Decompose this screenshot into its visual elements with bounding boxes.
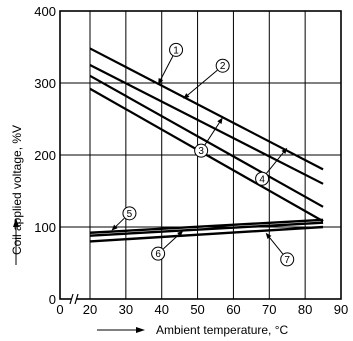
y-tick-label: 300	[34, 76, 56, 91]
series-line-2	[89, 64, 324, 185]
x-axis-label: Ambient temperature, °C	[156, 323, 289, 337]
y-tick-label: 400	[34, 4, 56, 19]
x-tick-label: 90	[334, 302, 348, 317]
y-tick-label: 200	[34, 148, 56, 163]
x-tick-label: 40	[154, 302, 168, 317]
series-marker-6: 6	[151, 230, 184, 261]
y-tick-labels: 0 100 200 300 400	[34, 4, 56, 307]
series-markers: 1 2 3 4 5 6 7	[111, 42, 295, 267]
x-tick-label: 80	[298, 302, 312, 317]
x-axis-break	[69, 293, 79, 305]
axis-break-mark	[74, 293, 79, 305]
axis-break-mark	[69, 293, 74, 305]
x-axis-arrow-head	[136, 327, 145, 333]
x-tick-label: 50	[190, 302, 204, 317]
series-marker-5: 5	[111, 206, 137, 231]
marker-number: 2	[220, 61, 226, 72]
marker-number: 6	[155, 249, 161, 260]
marker-arrow-shaft	[115, 217, 125, 227]
marker-arrow-head	[111, 224, 118, 231]
marker-arrow-shaft	[187, 69, 218, 96]
series-marker-7: 7	[265, 232, 295, 267]
marker-circle	[215, 58, 230, 73]
y-axis-arrow-head	[13, 218, 19, 227]
marker-number: 4	[259, 174, 265, 185]
series-line-1	[89, 47, 324, 171]
marker-circle	[280, 252, 295, 267]
y-tick-label: 0	[49, 292, 56, 307]
series-lines	[89, 47, 324, 243]
marker-number: 3	[198, 146, 204, 157]
marker-arrow-shaft	[269, 237, 284, 255]
marker-circle	[151, 246, 166, 261]
marker-arrow-shaft	[162, 234, 180, 250]
plot-frame	[59, 10, 342, 300]
series-marker-2: 2	[183, 58, 230, 99]
series-marker-4: 4	[255, 147, 288, 186]
axis-break-gap	[71, 294, 76, 304]
marker-number: 7	[284, 255, 290, 266]
x-tick-label: 30	[119, 302, 133, 317]
x-tick-label: 70	[262, 302, 276, 317]
series-line-3	[89, 74, 324, 208]
marker-arrow-head	[177, 230, 184, 237]
y-axis-label: Coil applied voltage, %V	[10, 125, 24, 255]
marker-number: 1	[173, 45, 179, 56]
series-marker-3: 3	[194, 117, 223, 158]
marker-number: 5	[127, 209, 133, 220]
marker-arrow-head	[183, 93, 190, 99]
marker-arrow-shaft	[266, 152, 284, 174]
x-tick-label: 0	[56, 302, 63, 317]
marker-arrow-head	[217, 117, 223, 124]
x-tick-label: 20	[83, 302, 97, 317]
marker-circle	[194, 143, 209, 158]
series-line-6	[89, 221, 324, 237]
marker-arrow-shaft	[204, 122, 220, 146]
marker-circle	[255, 171, 270, 186]
marker-arrow-head	[158, 77, 164, 85]
series-line-5	[89, 218, 324, 234]
marker-circle	[122, 206, 137, 221]
x-tick-label: 60	[226, 302, 240, 317]
marker-arrow-head	[265, 232, 272, 239]
marker-arrow-shaft	[160, 55, 174, 80]
x-tick-labels: 0 20 30 40 50 60 70 80 90	[56, 302, 348, 317]
series-line-7	[89, 225, 324, 243]
marker-circle	[169, 42, 184, 57]
y-tick-label: 100	[34, 220, 56, 235]
series-marker-1: 1	[158, 42, 184, 85]
marker-arrow-head	[281, 147, 288, 155]
